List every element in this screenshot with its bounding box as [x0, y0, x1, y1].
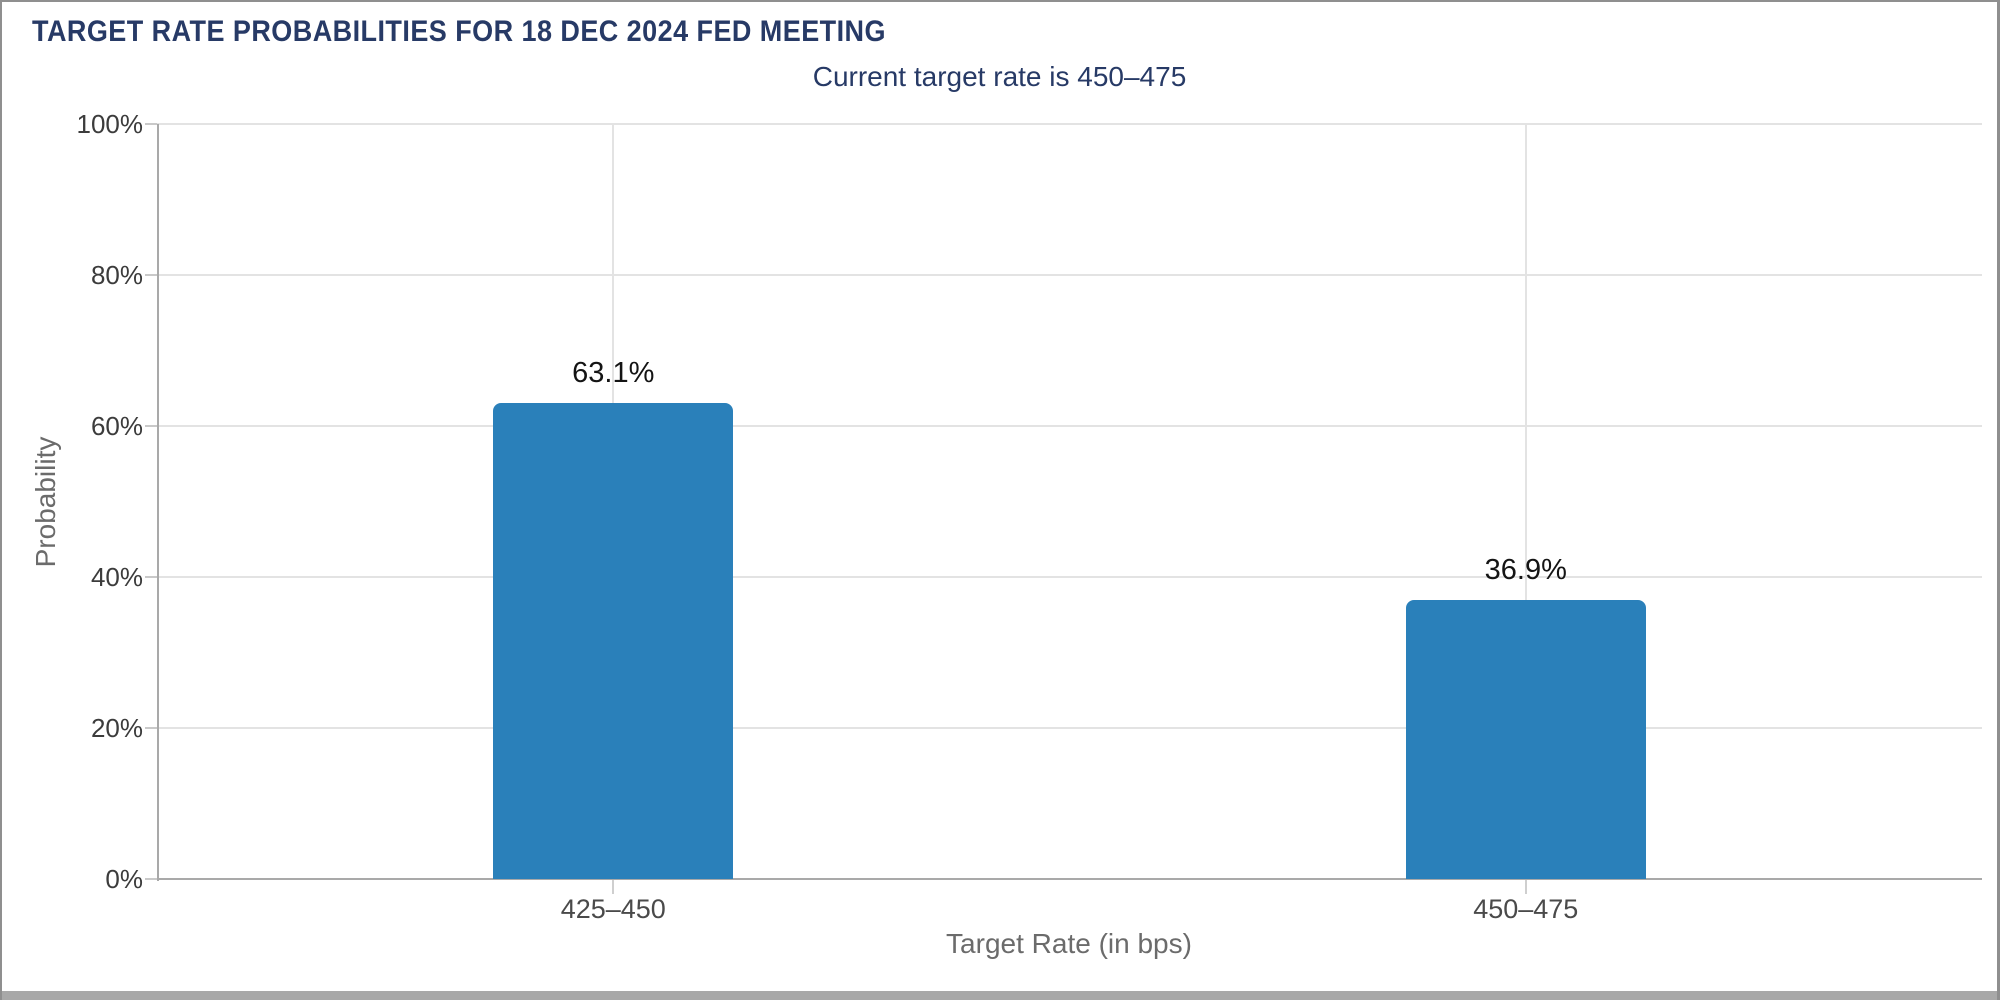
bar-value-label-1: 63.1%	[572, 356, 655, 389]
y-tick-label-60: 60%	[90, 411, 143, 441]
y-gridline-40	[157, 576, 1982, 578]
x-axis-line	[157, 878, 1982, 880]
x-axis-title: Target Rate (in bps)	[946, 928, 1192, 959]
y-tick-label-0: 0%	[105, 864, 143, 894]
chart-subtitle: Current target rate is 450–475	[812, 61, 1187, 92]
y-gridline-80	[157, 274, 1982, 276]
y-gridline-100	[157, 123, 1982, 125]
y-gridline-20	[157, 727, 1982, 729]
horizontal-scrollbar[interactable]	[2, 991, 1997, 1000]
y-axis-line	[157, 124, 159, 881]
x-tick-label-2: 450–475	[1473, 894, 1579, 924]
y-tick-40	[145, 576, 157, 578]
probability-bar-2[interactable]	[1405, 600, 1646, 879]
y-tick-0	[145, 878, 157, 880]
y-axis-title: Probability	[30, 436, 61, 568]
y-tick-label-100: 100%	[76, 109, 144, 139]
chart-title: TARGET RATE PROBABILITIES FOR 18 DEC 202…	[32, 15, 886, 48]
bar-value-label-2: 36.9%	[1484, 554, 1567, 587]
y-tick-60	[145, 425, 157, 427]
y-tick-20	[145, 727, 157, 729]
y-tick-label-20: 20%	[90, 713, 143, 743]
x-tick-label-1: 425–450	[560, 894, 666, 924]
y-tick-80	[145, 274, 157, 276]
x-gridline-2	[1524, 124, 1527, 879]
probability-bar-1[interactable]	[493, 402, 734, 879]
x-tick-2	[1524, 880, 1527, 894]
y-tick-100	[145, 123, 157, 125]
y-gridline-60	[157, 425, 1982, 427]
x-tick-1	[612, 880, 615, 894]
y-tick-label-40: 40%	[90, 562, 143, 592]
y-tick-label-80: 80%	[90, 260, 143, 290]
